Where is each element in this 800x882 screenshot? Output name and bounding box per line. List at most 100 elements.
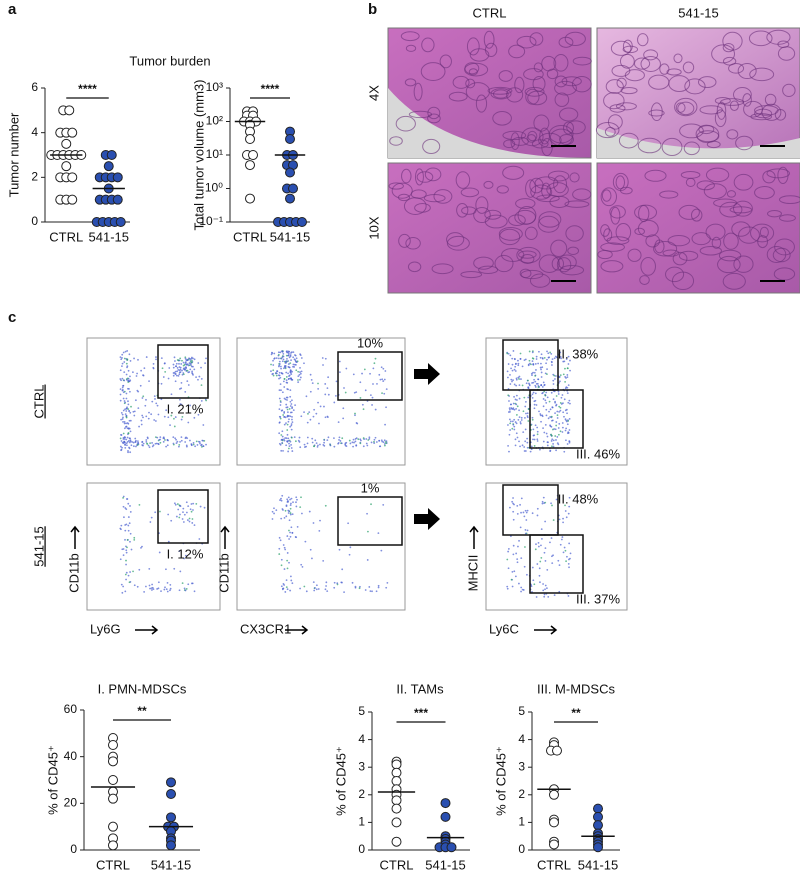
event-dot <box>568 496 571 499</box>
event-dot <box>281 435 284 438</box>
event-dot <box>540 371 543 374</box>
event-dot <box>539 413 542 415</box>
event-dot <box>353 441 355 444</box>
gland <box>610 206 621 225</box>
event-dot <box>319 519 321 522</box>
gland <box>634 204 658 221</box>
event-dot <box>514 444 517 447</box>
gland <box>446 232 465 247</box>
event-dot <box>536 438 539 441</box>
event-dot <box>192 442 195 444</box>
event-dot <box>364 589 367 591</box>
event-dot <box>172 436 175 439</box>
event-dot <box>526 412 529 415</box>
plot-frame <box>86 337 221 466</box>
event-dot <box>200 400 203 402</box>
event-dot <box>284 509 287 512</box>
gland <box>567 246 580 255</box>
event-dot <box>278 374 281 377</box>
gland <box>400 31 420 42</box>
x-tick-label: CTRL <box>96 857 130 872</box>
event-dot <box>545 587 548 590</box>
event-dot <box>282 414 285 416</box>
event-dot <box>157 442 160 445</box>
gland <box>551 256 565 271</box>
event-dot <box>125 373 128 376</box>
event-dot <box>300 415 303 418</box>
event-dot <box>553 374 556 377</box>
y-tick-label: 10³ <box>206 80 223 94</box>
event-dot <box>537 545 540 548</box>
event-dot <box>290 403 293 405</box>
event-dot <box>555 449 557 452</box>
event-dot <box>288 529 290 532</box>
gland <box>502 165 525 180</box>
event-dot <box>278 389 281 392</box>
event-dot <box>278 432 281 435</box>
event-dot <box>127 403 130 406</box>
histology-image <box>595 27 800 159</box>
event-dot <box>280 367 282 370</box>
event-dot <box>372 383 374 385</box>
event-dot <box>568 542 571 545</box>
gland <box>503 139 516 149</box>
event-dot <box>514 421 517 423</box>
event-dot <box>520 419 523 421</box>
event-dot <box>123 422 126 425</box>
event-dot <box>125 410 128 412</box>
event-dot <box>294 360 297 363</box>
event-dot <box>524 401 527 403</box>
event-dot <box>527 408 530 411</box>
gland <box>490 88 512 100</box>
event-dot <box>186 380 189 383</box>
event-dot <box>373 438 376 441</box>
event-dot <box>327 436 330 439</box>
event-dot <box>291 399 293 402</box>
event-dot <box>125 578 127 581</box>
gland <box>644 169 667 182</box>
plot-frame <box>86 482 221 611</box>
axis-arrow <box>285 625 309 635</box>
event-dot <box>141 545 143 548</box>
gland <box>777 46 796 61</box>
event-dot <box>138 425 140 428</box>
event-dot <box>560 538 563 541</box>
event-dot <box>124 350 127 353</box>
gland <box>637 137 662 154</box>
event-dot <box>372 367 375 370</box>
event-dot <box>283 516 286 519</box>
event-dot <box>514 363 517 365</box>
event-dot <box>507 376 509 379</box>
event-dot <box>287 439 290 442</box>
data-point <box>245 160 255 171</box>
event-dot <box>551 419 554 422</box>
event-dot <box>299 376 302 379</box>
event-dot <box>380 439 383 442</box>
event-dot <box>566 555 568 558</box>
event-dot <box>509 506 511 509</box>
event-dot <box>567 595 570 597</box>
event-dot <box>122 384 124 387</box>
event-dot <box>535 382 538 385</box>
gate-label: III. 46% <box>576 446 621 461</box>
panel-letter: b <box>368 1 377 18</box>
event-dot <box>128 581 131 584</box>
event-dot <box>515 422 518 425</box>
event-dot <box>140 423 143 426</box>
event-dot <box>537 541 540 544</box>
gland <box>553 175 568 194</box>
event-dot <box>149 587 151 590</box>
event-dot <box>283 584 286 586</box>
event-dot <box>169 583 172 586</box>
event-dot <box>280 389 282 392</box>
y-tick-label: 20 <box>64 796 78 810</box>
x-axis-label: Ly6G <box>90 621 121 636</box>
event-dot <box>361 403 364 406</box>
event-dot <box>280 564 283 567</box>
event-dot <box>122 432 125 435</box>
y-tick-label: 40 <box>64 749 78 763</box>
event-dot <box>370 503 372 506</box>
event-dot <box>507 548 510 550</box>
event-dot <box>368 586 371 588</box>
event-dot <box>286 423 289 426</box>
